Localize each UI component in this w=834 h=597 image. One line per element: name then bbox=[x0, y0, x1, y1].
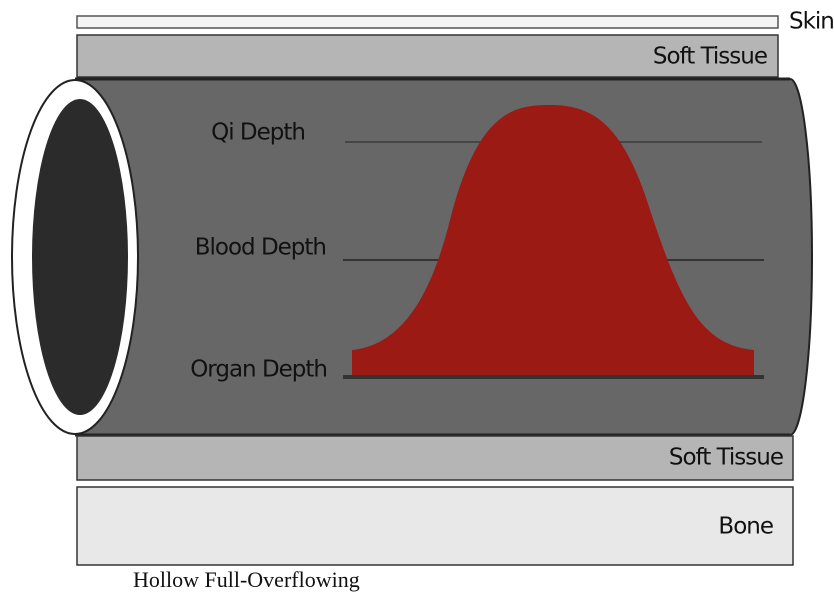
skin-label: Skin bbox=[789, 9, 834, 35]
soft-tissue-bottom bbox=[76, 435, 794, 481]
cylinder-body bbox=[75, 79, 790, 435]
qi-depth-label: Qi Depth bbox=[211, 120, 305, 146]
caption: Hollow Full-Overflowing bbox=[133, 567, 360, 592]
pulse-curve bbox=[352, 105, 754, 377]
organ-depth-label: Organ Depth bbox=[190, 357, 327, 383]
soft-tissue-bottom-label: Soft Tissue bbox=[669, 445, 783, 471]
soft-tissue-top-label: Soft Tissue bbox=[653, 44, 767, 70]
blood-depth-label: Blood Depth bbox=[195, 235, 326, 261]
bone-layer bbox=[76, 486, 794, 566]
cylinder-hollow bbox=[32, 99, 128, 415]
skin-layer bbox=[76, 15, 779, 29]
bone-label: Bone bbox=[718, 514, 773, 540]
soft-tissue-top bbox=[76, 34, 779, 78]
